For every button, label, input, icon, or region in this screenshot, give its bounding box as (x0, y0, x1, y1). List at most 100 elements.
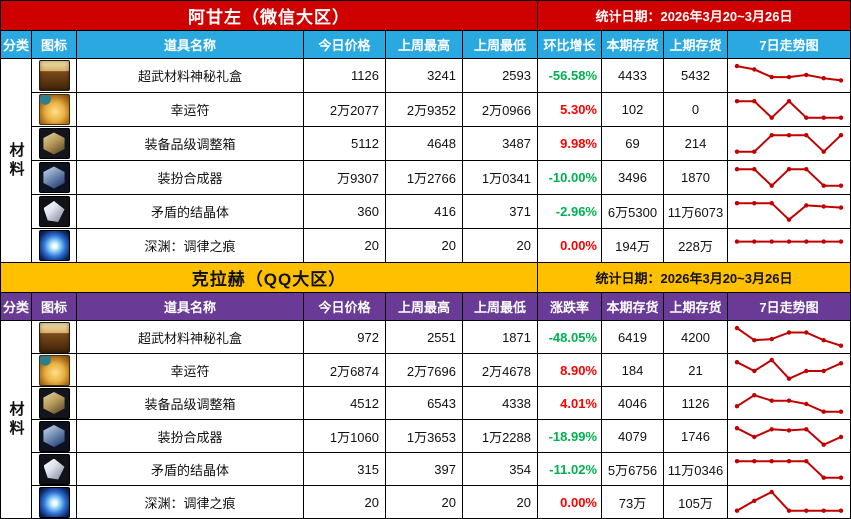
trend-chart-cell (728, 486, 850, 518)
stock-current: 69 (602, 127, 663, 160)
abyss-tune-icon (38, 486, 70, 518)
today-price: 万9307 (304, 161, 385, 194)
week-high: 2万9352 (386, 93, 462, 126)
col-header-4: 上周最高 (386, 31, 462, 58)
col-header-4: 上周最高 (386, 293, 462, 320)
stock-previous: 11万6073 (664, 195, 727, 228)
abyss-tune-icon (38, 230, 70, 261)
stock-current: 4046 (602, 387, 663, 419)
item-name: 矛盾的结晶体 (77, 453, 303, 485)
change-rate: 4.01% (538, 387, 601, 419)
today-price: 2万2077 (304, 93, 385, 126)
change-rate: -48.05% (538, 321, 601, 353)
change-rate: 9.98% (538, 127, 601, 160)
item-icon-cell (32, 321, 76, 353)
stock-current: 4079 (602, 420, 663, 452)
change-rate: -18.99% (538, 420, 601, 452)
item-name: 装扮合成器 (77, 420, 303, 452)
col-header-2: 道具名称 (77, 293, 303, 320)
trend-chart-cell (728, 161, 850, 194)
week-low: 2593 (463, 59, 537, 92)
col-header-3: 今日价格 (304, 31, 385, 58)
table-kelahe-qq: 克拉赫（QQ大区） 统计日期：2026年3月20~3月26日 分类 图标 道具名称今… (1, 263, 850, 518)
col-header-2: 道具名称 (77, 31, 303, 58)
change-rate: 8.90% (538, 354, 601, 386)
trend-chart-cell (728, 59, 850, 92)
stat-date-label: 统计日期：2026年3月20~3月26日 (538, 1, 850, 30)
stock-previous: 105万 (664, 486, 727, 518)
lucky-charm-icon (38, 94, 70, 125)
item-name: 矛盾的结晶体 (77, 195, 303, 228)
week-low: 354 (463, 453, 537, 485)
item-icon-cell (32, 195, 76, 228)
col-header-8: 上期存货 (664, 31, 727, 58)
change-rate: 5.30% (538, 93, 601, 126)
week-low: 1万2288 (463, 420, 537, 452)
change-rate: -10.00% (538, 161, 601, 194)
stock-previous: 228万 (664, 229, 727, 262)
today-price: 4512 (304, 387, 385, 419)
week-high: 1万2766 (386, 161, 462, 194)
week-high: 3241 (386, 59, 462, 92)
item-name: 幸运符 (77, 354, 303, 386)
synth-box-icon (38, 420, 70, 452)
col-header-5: 上周最低 (463, 31, 537, 58)
trend-sparkline (734, 167, 844, 188)
synth-box-icon (38, 162, 70, 193)
stock-current: 5万6756 (602, 453, 663, 485)
item-name: 超武材料神秘礼盒 (77, 321, 303, 353)
trend-sparkline (734, 201, 844, 222)
today-price: 20 (304, 229, 385, 262)
item-name: 装扮合成器 (77, 161, 303, 194)
week-low: 2万4678 (463, 354, 537, 386)
item-icon-cell (32, 59, 76, 92)
trend-sparkline (734, 325, 844, 348)
col-header-9: 7日走势图 (728, 293, 850, 320)
category-label: 材料 (1, 59, 31, 262)
week-high: 4648 (386, 127, 462, 160)
today-price: 360 (304, 195, 385, 228)
stock-previous: 1746 (664, 420, 727, 452)
stock-current: 184 (602, 354, 663, 386)
stock-previous: 4200 (664, 321, 727, 353)
item-icon-cell (32, 93, 76, 126)
week-low: 4338 (463, 387, 537, 419)
week-low: 1871 (463, 321, 537, 353)
stat-date-label: 统计日期：2026年3月20~3月26日 (538, 263, 850, 292)
week-low: 20 (463, 486, 537, 518)
week-high: 1万3653 (386, 420, 462, 452)
stock-previous: 11万0346 (664, 453, 727, 485)
col-header-6: 涨跌率 (538, 293, 601, 320)
trend-sparkline (734, 99, 844, 120)
trend-sparkline (734, 458, 844, 480)
trend-sparkline (734, 392, 844, 414)
item-name: 超武材料神秘礼盒 (77, 59, 303, 92)
trend-chart-cell (728, 229, 850, 262)
col-header-0: 分类 (1, 31, 31, 58)
lucky-charm-icon (38, 354, 70, 386)
item-icon-cell (32, 161, 76, 194)
item-icon-cell (32, 354, 76, 386)
stock-previous: 214 (664, 127, 727, 160)
col-header-8: 上期存货 (664, 293, 727, 320)
stock-current: 6419 (602, 321, 663, 353)
col-header-5: 上周最低 (463, 293, 537, 320)
mystery-box-icon (38, 60, 70, 91)
stock-previous: 5432 (664, 59, 727, 92)
col-header-7: 本期存货 (602, 293, 663, 320)
col-header-0: 分类 (1, 293, 31, 320)
week-high: 20 (386, 229, 462, 262)
stock-previous: 21 (664, 354, 727, 386)
table-title: 阿甘左（微信大区） (1, 1, 537, 30)
trend-chart-cell (728, 354, 850, 386)
table-agamzuo-weixin: 阿甘左（微信大区） 统计日期：2026年3月20~3月26日 分类 图标 道具名称今… (1, 1, 850, 262)
change-rate: -2.96% (538, 195, 601, 228)
col-header-1: 图标 (32, 293, 76, 320)
item-name: 幸运符 (77, 93, 303, 126)
week-low: 371 (463, 195, 537, 228)
week-low: 20 (463, 229, 537, 262)
paradox-crystal-icon (38, 453, 70, 485)
change-rate: -11.02% (538, 453, 601, 485)
change-rate: 0.00% (538, 486, 601, 518)
today-price: 5112 (304, 127, 385, 160)
